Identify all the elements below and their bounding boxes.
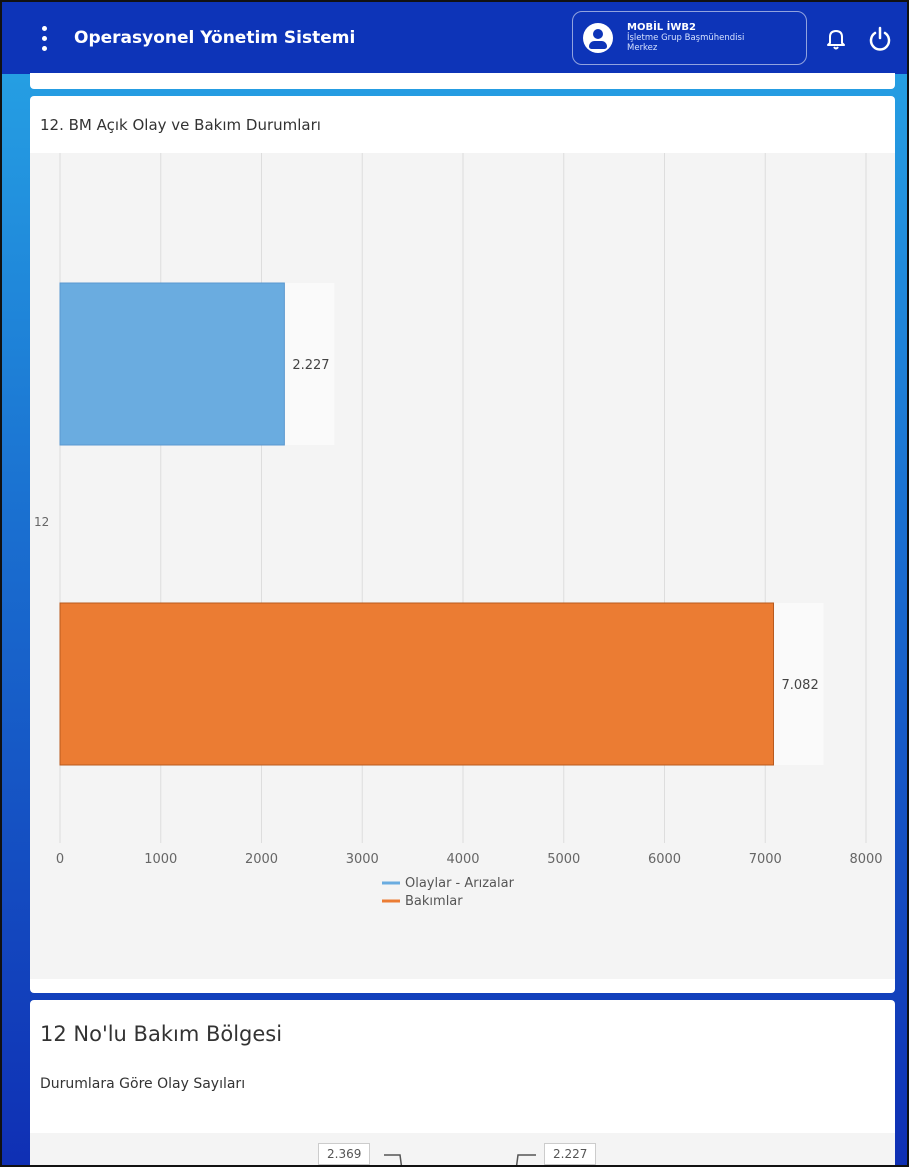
more-vertical-icon[interactable] <box>22 16 66 60</box>
region-title: 12 No'lu Bakım Bölgesi <box>40 1022 283 1046</box>
power-icon[interactable] <box>864 22 896 54</box>
app-bar: Operasyonel Yönetim Sistemi MOBİL İWB2 İ… <box>2 2 907 74</box>
x-tick-label: 4000 <box>446 852 479 867</box>
x-tick-label: 1000 <box>144 852 177 867</box>
x-tick-label: 3000 <box>346 852 379 867</box>
chart-plot-area: 0 1000 2000 3000 4000 5000 6000 7000 8000 12 2.227… <box>30 153 895 979</box>
data-label: 2.369 <box>318 1143 371 1165</box>
x-tick-label: 5000 <box>547 852 580 867</box>
chart-card: 12. BM Açık Olay ve Bakım Durumları 0 100… <box>30 96 895 993</box>
user-name: MOBİL İWB2 <box>627 22 696 34</box>
user-role: İşletme Grup Başmühendisi <box>627 32 745 43</box>
x-tick-label: 7000 <box>749 852 782 867</box>
bell-icon[interactable] <box>820 22 852 54</box>
bar-olaylar <box>59 282 285 446</box>
region-card: 12 No'lu Bakım Bölgesi Durumlara Göre Ol… <box>30 1000 895 1167</box>
x-tick-label: 6000 <box>648 852 681 867</box>
category-label: 12 <box>34 515 49 529</box>
leader-line <box>515 1154 536 1167</box>
region-chart-area: 2.369 2.227 <box>30 1133 895 1167</box>
legend-item: Bakımlar <box>405 894 463 909</box>
data-label: 2.227 <box>292 358 329 373</box>
user-location: Merkez <box>627 42 658 53</box>
account-circle-icon <box>583 23 613 53</box>
leader-line <box>384 1154 403 1167</box>
data-label-background <box>284 283 335 445</box>
region-subtitle: Durumlara Göre Olay Sayıları <box>40 1076 246 1092</box>
bar-bakimlar <box>59 602 775 766</box>
data-label-background <box>773 603 824 765</box>
legend-item: Olaylar - Arızalar <box>405 876 515 891</box>
user-profile-button[interactable]: MOBİL İWB2 İşletme Grup Başmühendisi Mer… <box>572 11 807 65</box>
chart-card-title: 12. BM Açık Olay ve Bakım Durumları <box>40 116 321 134</box>
x-tick-label: 0 <box>56 852 64 867</box>
data-label: 2.227 <box>544 1143 597 1165</box>
x-tick-label: 2000 <box>245 852 278 867</box>
previous-card-bottom <box>30 73 895 89</box>
bar-chart: 0 1000 2000 3000 4000 5000 6000 7000 8000 12 2.227… <box>34 153 883 909</box>
app-title: Operasyonel Yönetim Sistemi <box>74 28 356 48</box>
data-label: 7.082 <box>782 678 819 693</box>
x-tick-label: 8000 <box>849 852 882 867</box>
